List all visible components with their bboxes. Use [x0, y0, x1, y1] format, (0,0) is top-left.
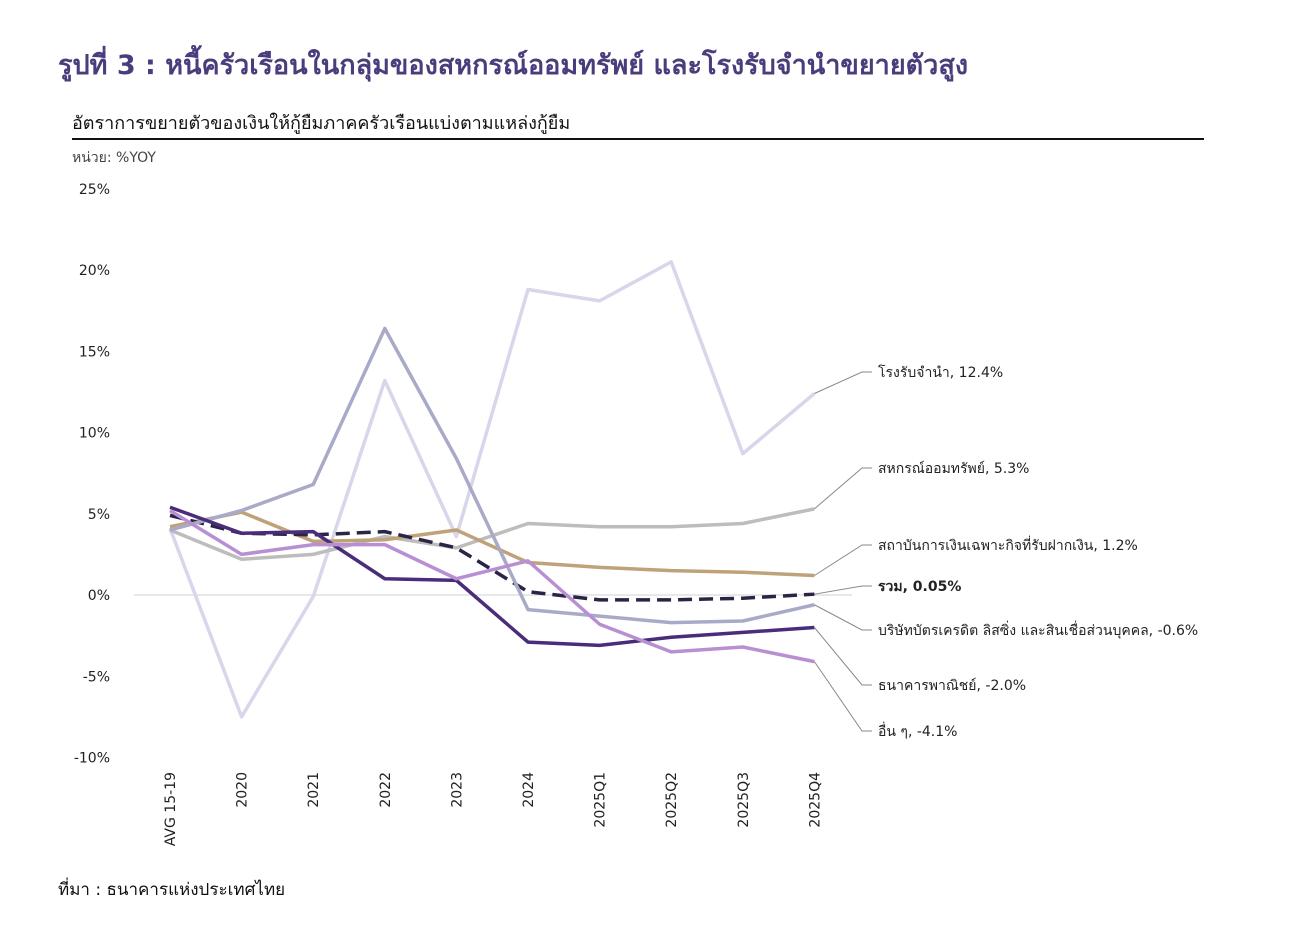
series-line — [168, 260, 816, 719]
x-tick-label: 2025Q4 — [807, 772, 823, 828]
x-tick-label: 2023 — [449, 772, 465, 808]
figure-title: รูปที่ 3 : หนี้ครัวเรือนในกลุ่มของสหกรณ์… — [58, 44, 968, 82]
x-tick-label: 2020 — [235, 772, 251, 808]
x-tick-label: 2022 — [378, 772, 394, 808]
label-leader-line — [814, 604, 872, 631]
label-leader-line — [814, 371, 872, 394]
series-line — [169, 505, 815, 648]
series-line — [169, 509, 815, 664]
x-tick-label: 2025Q2 — [664, 772, 680, 828]
series-group — [168, 260, 816, 719]
chart-title: อัตราการขยายตัวของเงินให้กู้ยืมภาคครัวเร… — [72, 112, 570, 134]
y-tick-label: 5% — [88, 507, 110, 523]
series-label: บริษัทบัตรเครดิต ลิสซิ่ง และสินเชื่อส่วน… — [878, 621, 1198, 639]
y-tick-label: 0% — [88, 588, 110, 604]
series-label: สหกรณ์ออมทรัพย์, 5.3% — [878, 460, 1029, 477]
x-tick-label: 2025Q3 — [736, 772, 752, 828]
y-tick-label: 15% — [79, 344, 110, 360]
series-label: โรงรับจำนำ, 12.4% — [878, 364, 1003, 381]
series-label: ธนาคารพาณิชย์, -2.0% — [878, 677, 1026, 694]
x-tick-label: 2024 — [521, 772, 537, 808]
label-leader-line — [813, 661, 872, 732]
series-line — [169, 326, 815, 625]
y-axis: 25% 20% 15% 10% 5% 0% -5% -10% — [74, 182, 110, 767]
label-leader-line — [814, 585, 872, 595]
y-tick-label: 10% — [79, 426, 110, 442]
y-tick-label: -5% — [83, 669, 110, 685]
label-leader-line — [814, 627, 872, 686]
x-tick-label: 2025Q1 — [593, 772, 609, 828]
x-tick-label: AVG 15-19 — [163, 772, 179, 846]
source-note: ที่มา : ธนาคารแห่งประเทศไทย — [58, 877, 285, 900]
y-tick-label: 25% — [79, 182, 110, 198]
label-leader-line — [814, 544, 872, 576]
y-tick-label: 20% — [79, 263, 110, 279]
x-tick-label: 2021 — [306, 772, 322, 808]
series-line — [169, 510, 815, 578]
label-leader-line — [814, 467, 872, 510]
series-label: สถาบันการเงินเฉพาะกิจที่รับฝากเงิน, 1.2% — [878, 536, 1138, 554]
series-label: รวม, 0.05% — [878, 579, 961, 595]
series-labels: โรงรับจำนำ, 12.4% สหกรณ์ออมทรัพย์, 5.3% สถ… — [813, 364, 1198, 740]
series-label: อื่น ๆ, -4.1% — [878, 722, 957, 740]
x-axis: AVG 15-19 2020 2021 2022 2023 2024 2025Q1 2025Q… — [163, 772, 823, 846]
y-tick-label: -10% — [74, 751, 110, 767]
unit-label: หน่วย: %YOY — [72, 150, 156, 166]
